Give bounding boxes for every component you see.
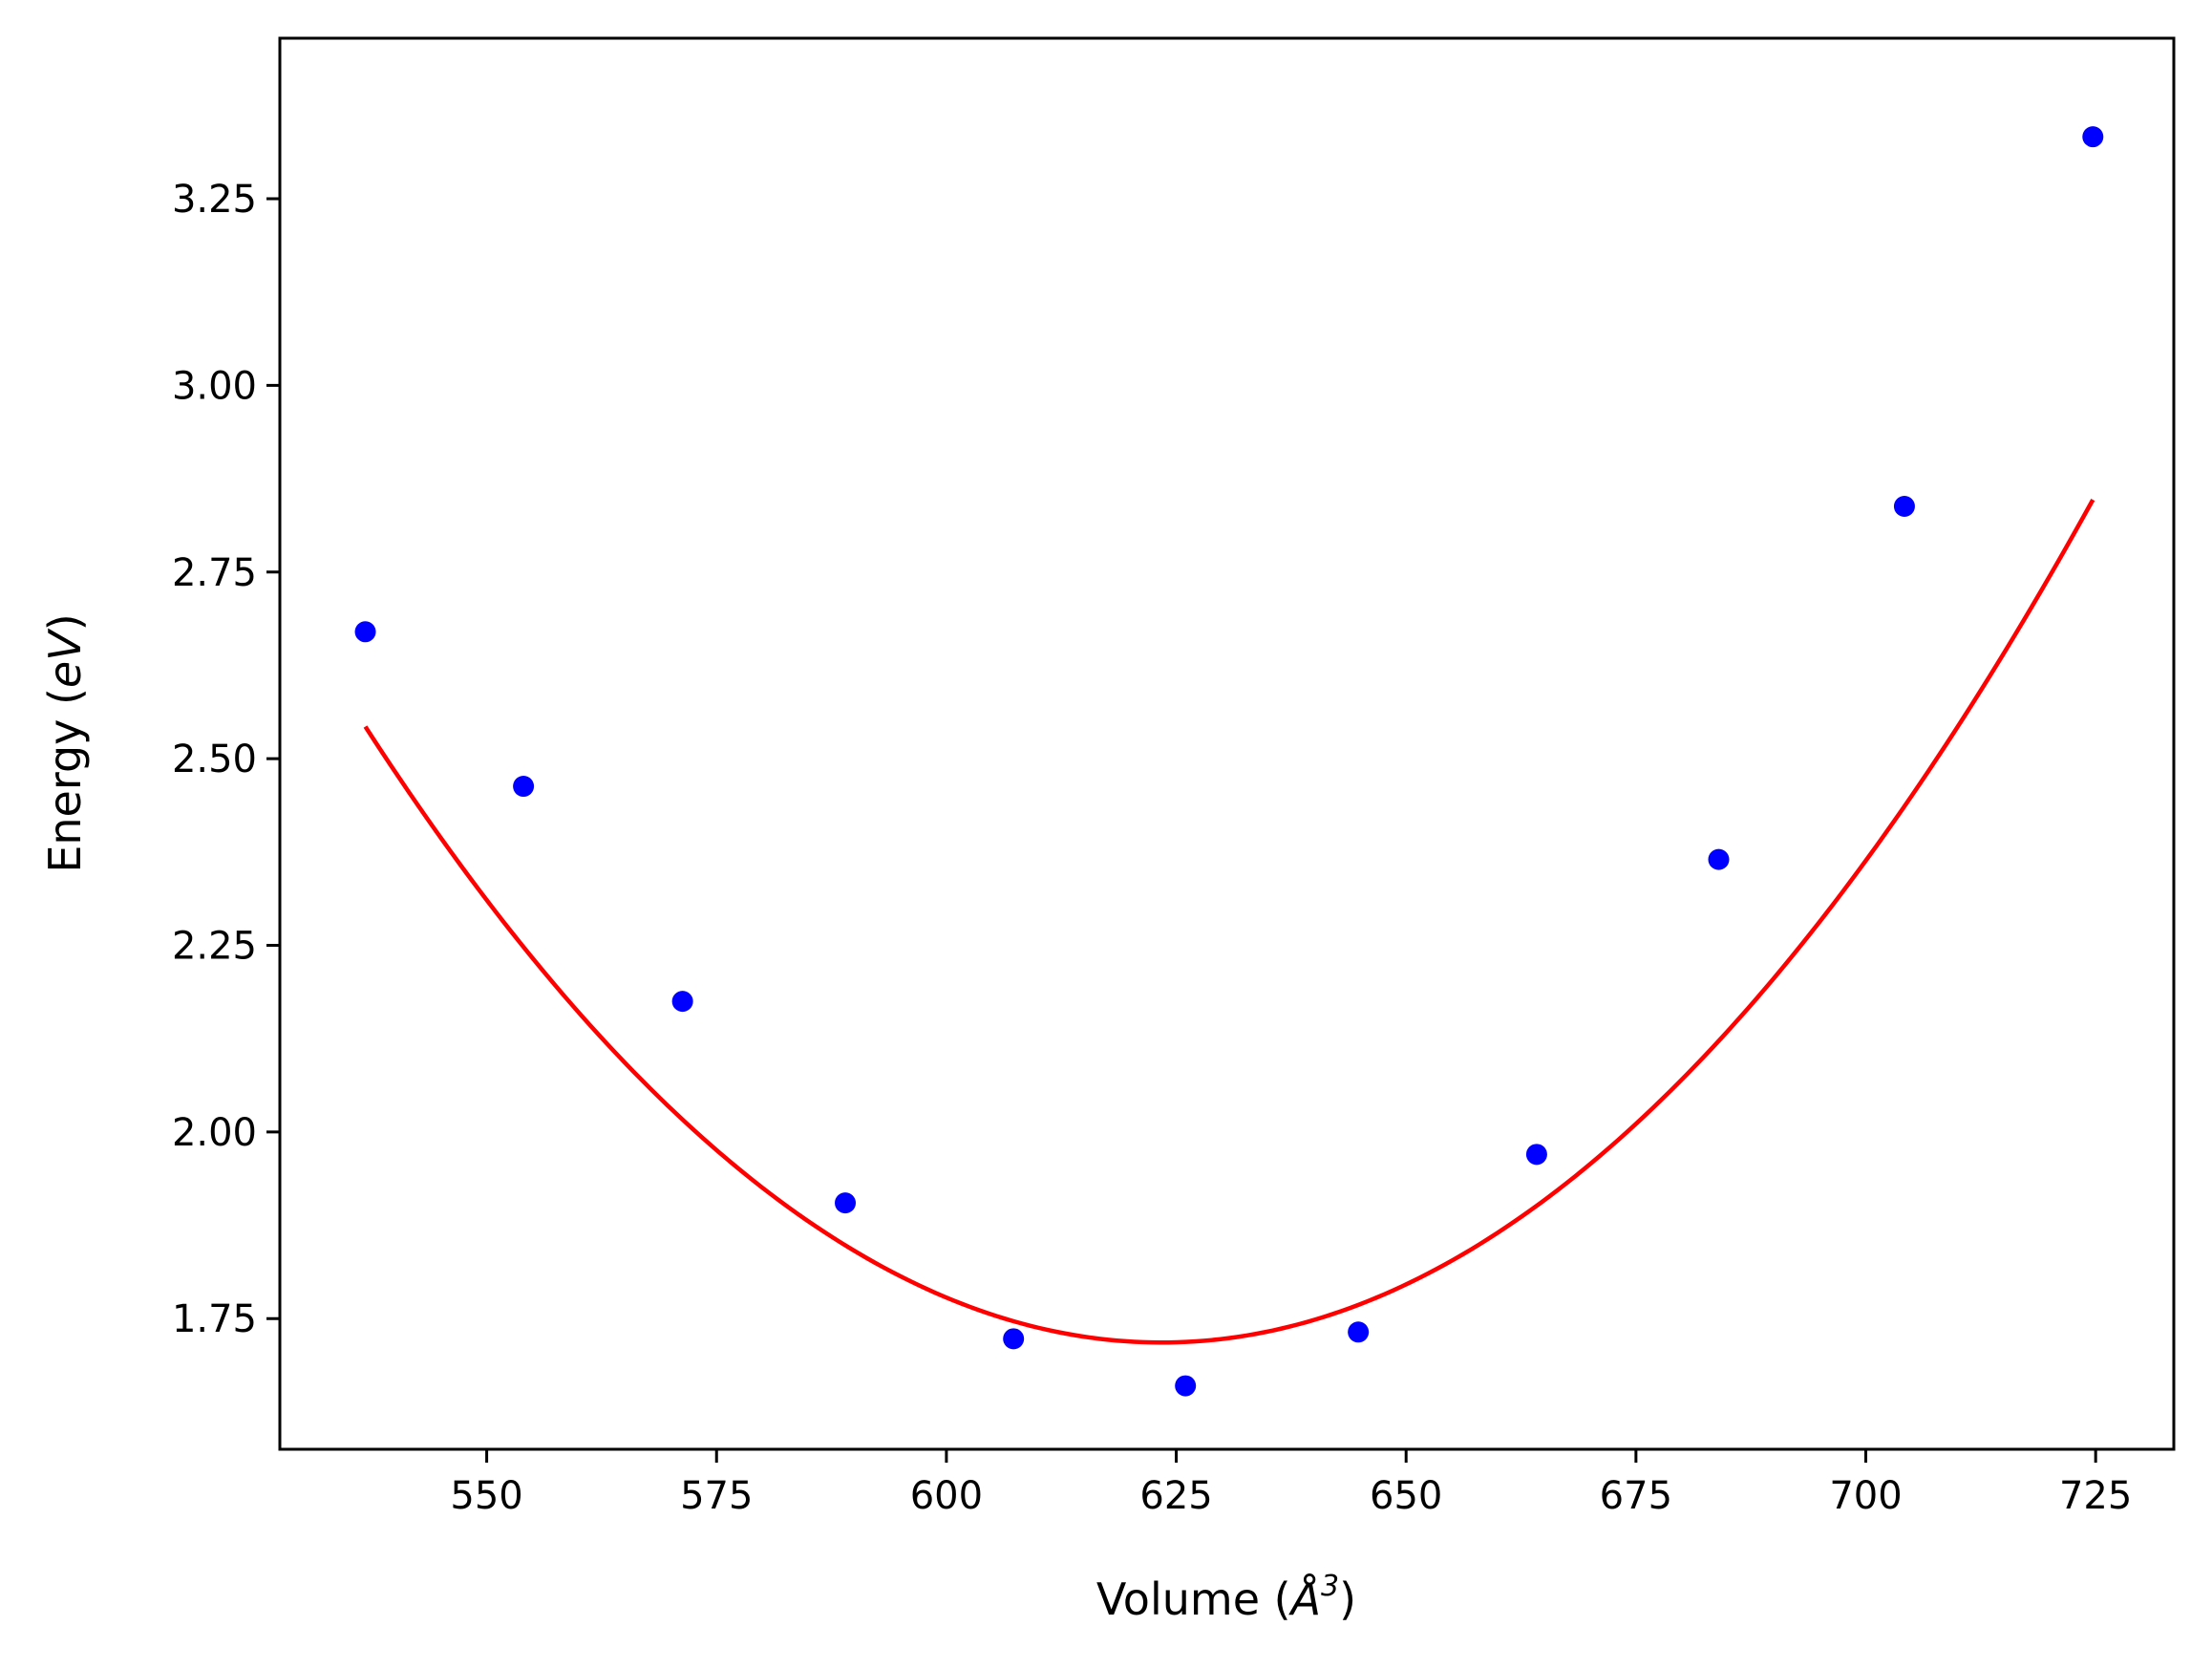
y-axis-title: Energy (eV): [39, 613, 91, 872]
data-point: [1003, 1328, 1025, 1350]
plot-area: [354, 126, 2104, 1397]
x-tick-label: 575: [680, 1474, 753, 1518]
y-axis-title-text: Energy (: [39, 688, 91, 873]
x-tick-label: 650: [1370, 1474, 1442, 1518]
y-tick-label: 3.25: [172, 178, 257, 222]
data-point: [513, 776, 535, 798]
y-tick-label: 2.00: [172, 1111, 257, 1155]
axes-frame: [278, 36, 2176, 1451]
data-point: [671, 991, 693, 1013]
x-axis-title-exponent: 3: [1321, 1570, 1339, 1603]
y-tick-label: 2.75: [172, 551, 257, 595]
data-point: [2082, 126, 2104, 148]
x-axis-title-symbol: Å: [1288, 1573, 1321, 1625]
x-tick-label: 600: [910, 1474, 983, 1518]
x-tick-label: 550: [450, 1474, 522, 1518]
x-axis-title-text: Volume (: [1096, 1573, 1291, 1625]
x-axis-title-close: ): [1339, 1573, 1356, 1625]
x-tick-label: 625: [1139, 1474, 1212, 1518]
x-tick-label: 675: [1600, 1474, 1672, 1518]
y-tick-label: 2.50: [172, 738, 257, 781]
y-axis-title-unit: eV: [39, 628, 91, 688]
x-axis-title: Volume (Å3): [1096, 1570, 1356, 1625]
y-tick-label: 2.25: [172, 925, 257, 969]
x-tick-label: 700: [1829, 1474, 1902, 1518]
data-point: [1175, 1375, 1197, 1397]
data-point: [1708, 848, 1730, 870]
fit-curve: [363, 499, 2095, 1345]
data-point: [1348, 1321, 1370, 1343]
y-tick-label: 3.00: [172, 364, 257, 408]
data-point: [1525, 1144, 1547, 1166]
data-point: [835, 1192, 857, 1214]
data-point: [1893, 495, 1915, 517]
y-axis: 1.75 2.00 2.25 2.50 2.75 3.00 3.25: [172, 178, 280, 1341]
x-axis: 550 575 600 625 650 675 700 725: [450, 1449, 2132, 1518]
x-tick-label: 725: [2059, 1474, 2132, 1518]
y-tick-label: 1.75: [172, 1297, 257, 1341]
data-point: [354, 621, 376, 643]
y-axis-title-close: ): [39, 613, 91, 631]
